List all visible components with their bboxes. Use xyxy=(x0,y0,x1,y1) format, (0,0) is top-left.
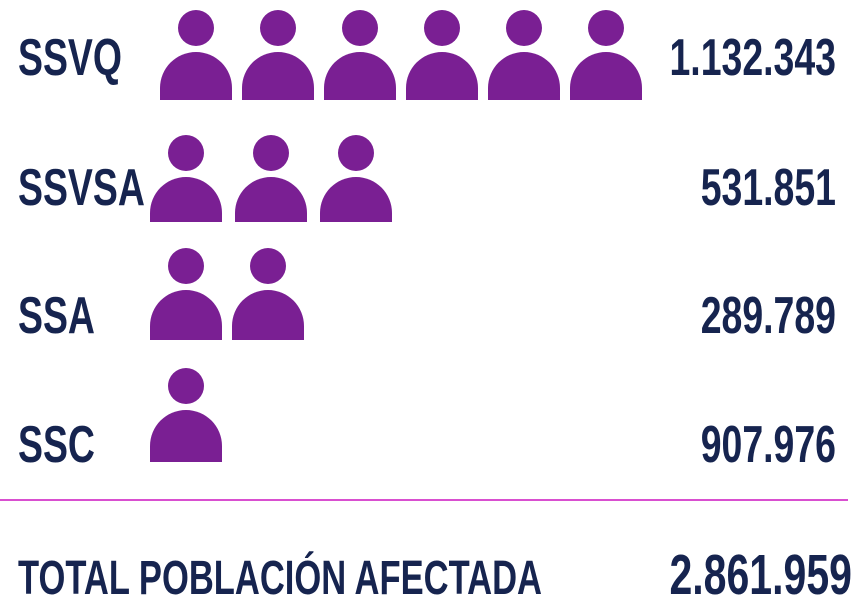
icon-body xyxy=(570,52,642,100)
row-value-group: 1.132.343 xyxy=(669,28,836,87)
row-value: 907.976 xyxy=(701,415,836,474)
person-icon xyxy=(150,248,222,340)
row-label: SSVSA xyxy=(18,158,145,217)
row-label-group: SSC xyxy=(18,415,95,474)
icon-body xyxy=(406,52,478,100)
person-icon xyxy=(570,10,642,100)
icon-head xyxy=(168,368,204,404)
total-label: TOTAL POBLACIÓN AFECTADA xyxy=(18,549,542,604)
row-label-group: SSA xyxy=(18,286,95,345)
row-value-group: 531.851 xyxy=(701,158,836,217)
icon-body xyxy=(150,290,222,340)
icon-head xyxy=(178,10,214,46)
icon-head xyxy=(168,135,204,171)
icon-head xyxy=(250,248,286,284)
row-label-group: SSVSA xyxy=(18,158,145,217)
icon-body xyxy=(150,177,222,222)
icon-body xyxy=(150,410,222,462)
icon-head xyxy=(424,10,460,46)
total-label-group: TOTAL POBLACIÓN AFECTADA xyxy=(18,549,542,604)
icon-body xyxy=(232,290,304,340)
icon-body xyxy=(160,52,232,100)
person-icon xyxy=(232,248,304,340)
row-value: 531.851 xyxy=(701,158,836,217)
person-icon xyxy=(150,135,222,222)
icon-body xyxy=(235,177,307,222)
row-value: 289.789 xyxy=(701,286,836,345)
icon-body xyxy=(488,52,560,100)
person-icon xyxy=(324,10,396,100)
row-value-group: 289.789 xyxy=(701,286,836,345)
icon-body xyxy=(320,177,392,222)
row-value: 1.132.343 xyxy=(669,28,836,87)
total-value: 2.861.959 xyxy=(669,542,852,606)
icon-body xyxy=(242,52,314,100)
person-icon xyxy=(242,10,314,100)
row-label: SSC xyxy=(18,415,95,474)
row-label: SSVQ xyxy=(18,28,122,87)
row-label: SSA xyxy=(18,286,95,345)
icon-body xyxy=(324,52,396,100)
icon-head xyxy=(338,135,374,171)
icon-head xyxy=(253,135,289,171)
row-value-group: 907.976 xyxy=(701,415,836,474)
person-icon xyxy=(488,10,560,100)
person-icon xyxy=(320,135,392,222)
row-label-group: SSVQ xyxy=(18,28,122,87)
icon-head xyxy=(168,248,204,284)
person-icon xyxy=(235,135,307,222)
icon-head xyxy=(506,10,542,46)
icon-head xyxy=(342,10,378,46)
icon-head xyxy=(260,10,296,46)
total-value-group: 2.861.959 xyxy=(669,542,852,606)
person-icon xyxy=(406,10,478,100)
icon-head xyxy=(588,10,624,46)
person-icon xyxy=(160,10,232,100)
person-icon xyxy=(150,368,222,462)
